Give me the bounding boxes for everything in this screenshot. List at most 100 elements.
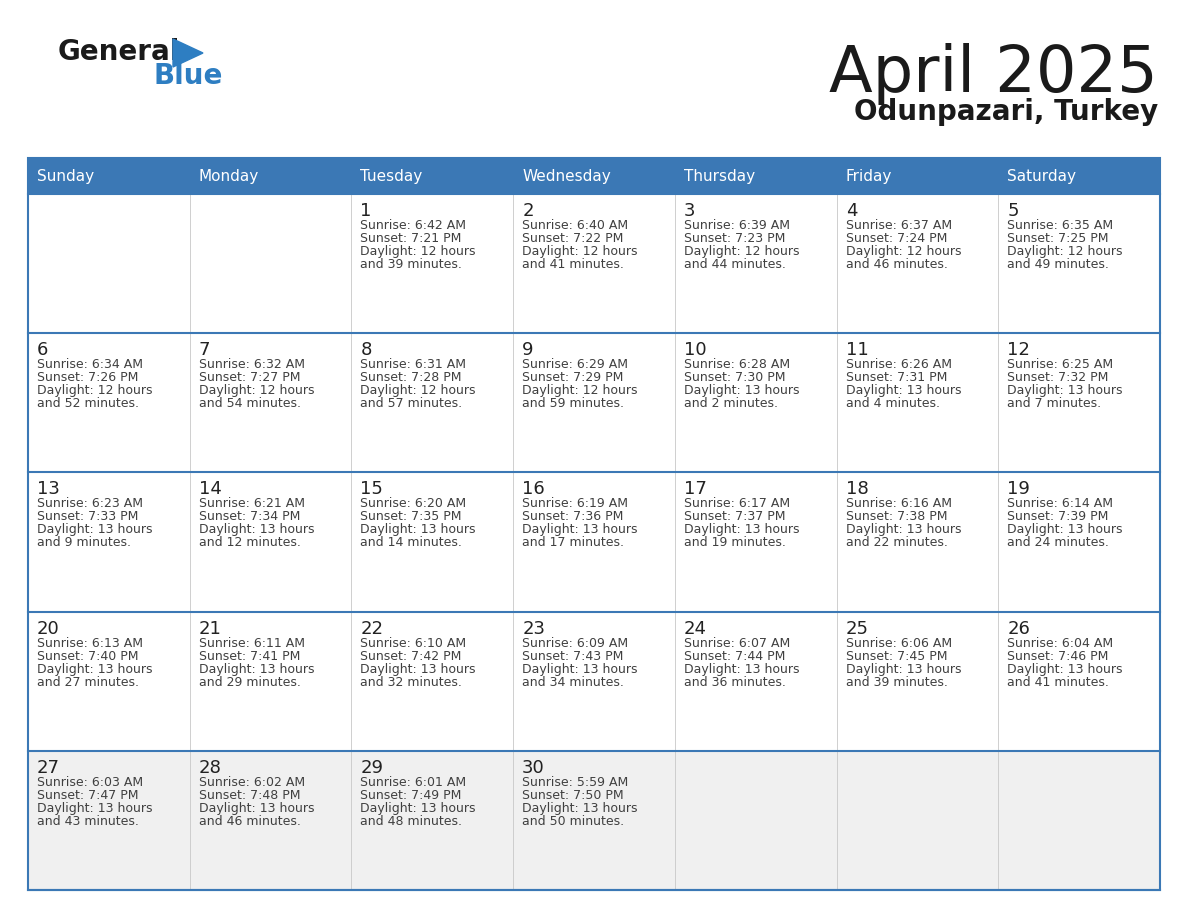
Bar xyxy=(836,473,998,611)
Text: Daylight: 13 hours: Daylight: 13 hours xyxy=(198,663,314,676)
Text: Friday: Friday xyxy=(846,169,892,184)
Text: and 54 minutes.: and 54 minutes. xyxy=(198,397,301,410)
Text: and 39 minutes.: and 39 minutes. xyxy=(846,676,948,688)
Bar xyxy=(29,194,190,333)
Bar xyxy=(998,473,1159,611)
Text: 7: 7 xyxy=(198,341,210,359)
Text: Sunset: 7:41 PM: Sunset: 7:41 PM xyxy=(198,650,301,663)
Text: and 12 minutes.: and 12 minutes. xyxy=(198,536,301,549)
Text: and 41 minutes.: and 41 minutes. xyxy=(1007,676,1110,688)
Text: Sunrise: 6:01 AM: Sunrise: 6:01 AM xyxy=(360,776,467,789)
Bar xyxy=(190,158,352,194)
Text: Sunrise: 6:40 AM: Sunrise: 6:40 AM xyxy=(523,219,628,232)
Text: and 52 minutes.: and 52 minutes. xyxy=(37,397,139,410)
Text: Sunset: 7:46 PM: Sunset: 7:46 PM xyxy=(1007,650,1108,663)
Text: Daylight: 12 hours: Daylight: 12 hours xyxy=(198,385,314,397)
Text: Daylight: 12 hours: Daylight: 12 hours xyxy=(360,385,476,397)
Text: and 46 minutes.: and 46 minutes. xyxy=(198,815,301,828)
Text: Daylight: 13 hours: Daylight: 13 hours xyxy=(684,385,800,397)
Text: General: General xyxy=(58,38,181,66)
Text: Daylight: 13 hours: Daylight: 13 hours xyxy=(684,523,800,536)
Text: Thursday: Thursday xyxy=(684,169,756,184)
Text: 22: 22 xyxy=(360,620,384,638)
Text: Sunrise: 6:28 AM: Sunrise: 6:28 AM xyxy=(684,358,790,371)
Text: Sunrise: 6:21 AM: Sunrise: 6:21 AM xyxy=(198,498,304,510)
Bar xyxy=(998,194,1159,333)
Bar xyxy=(190,473,352,611)
Text: 4: 4 xyxy=(846,202,857,220)
Text: Sunset: 7:47 PM: Sunset: 7:47 PM xyxy=(37,789,139,801)
Bar xyxy=(998,333,1159,473)
Text: 10: 10 xyxy=(684,341,707,359)
Text: 28: 28 xyxy=(198,759,222,777)
Text: 13: 13 xyxy=(37,480,59,498)
Text: Sunset: 7:40 PM: Sunset: 7:40 PM xyxy=(37,650,139,663)
Bar xyxy=(190,333,352,473)
Text: and 9 minutes.: and 9 minutes. xyxy=(37,536,131,549)
Text: Daylight: 13 hours: Daylight: 13 hours xyxy=(846,385,961,397)
Text: Sunrise: 6:35 AM: Sunrise: 6:35 AM xyxy=(1007,219,1113,232)
Bar xyxy=(352,333,513,473)
Text: Daylight: 13 hours: Daylight: 13 hours xyxy=(846,663,961,676)
Text: Sunset: 7:32 PM: Sunset: 7:32 PM xyxy=(1007,371,1108,385)
Text: and 14 minutes.: and 14 minutes. xyxy=(360,536,462,549)
Text: and 29 minutes.: and 29 minutes. xyxy=(198,676,301,688)
Text: Sunrise: 6:39 AM: Sunrise: 6:39 AM xyxy=(684,219,790,232)
Text: Daylight: 12 hours: Daylight: 12 hours xyxy=(523,385,638,397)
Text: 3: 3 xyxy=(684,202,695,220)
Text: Sunset: 7:26 PM: Sunset: 7:26 PM xyxy=(37,371,138,385)
Bar xyxy=(998,611,1159,751)
Text: 27: 27 xyxy=(37,759,61,777)
Text: 25: 25 xyxy=(846,620,868,638)
Text: Sunrise: 6:06 AM: Sunrise: 6:06 AM xyxy=(846,636,952,650)
Text: Daylight: 13 hours: Daylight: 13 hours xyxy=(684,663,800,676)
Bar xyxy=(352,158,513,194)
Text: April 2025: April 2025 xyxy=(829,43,1158,105)
Text: 9: 9 xyxy=(523,341,533,359)
Text: Sunrise: 5:59 AM: Sunrise: 5:59 AM xyxy=(523,776,628,789)
Text: Sunset: 7:34 PM: Sunset: 7:34 PM xyxy=(198,510,301,523)
Text: Daylight: 13 hours: Daylight: 13 hours xyxy=(1007,663,1123,676)
Bar xyxy=(675,751,836,890)
Polygon shape xyxy=(173,39,203,67)
Text: and 22 minutes.: and 22 minutes. xyxy=(846,536,948,549)
Text: 1: 1 xyxy=(360,202,372,220)
Text: Sunrise: 6:04 AM: Sunrise: 6:04 AM xyxy=(1007,636,1113,650)
Bar xyxy=(513,751,675,890)
Text: Sunrise: 6:02 AM: Sunrise: 6:02 AM xyxy=(198,776,305,789)
Text: 12: 12 xyxy=(1007,341,1030,359)
Text: Blue: Blue xyxy=(153,62,222,90)
Text: Sunrise: 6:16 AM: Sunrise: 6:16 AM xyxy=(846,498,952,510)
Text: and 59 minutes.: and 59 minutes. xyxy=(523,397,624,410)
Text: Daylight: 12 hours: Daylight: 12 hours xyxy=(360,245,476,258)
Text: Sunrise: 6:10 AM: Sunrise: 6:10 AM xyxy=(360,636,467,650)
Text: Sunrise: 6:37 AM: Sunrise: 6:37 AM xyxy=(846,219,952,232)
Text: Sunrise: 6:31 AM: Sunrise: 6:31 AM xyxy=(360,358,467,371)
Bar xyxy=(352,194,513,333)
Text: Odunpazari, Turkey: Odunpazari, Turkey xyxy=(854,98,1158,126)
Text: Sunset: 7:31 PM: Sunset: 7:31 PM xyxy=(846,371,947,385)
Bar xyxy=(29,751,190,890)
Text: Wednesday: Wednesday xyxy=(523,169,611,184)
Bar xyxy=(513,333,675,473)
Text: Sunset: 7:49 PM: Sunset: 7:49 PM xyxy=(360,789,462,801)
Text: and 24 minutes.: and 24 minutes. xyxy=(1007,536,1110,549)
Text: 2: 2 xyxy=(523,202,533,220)
Text: and 50 minutes.: and 50 minutes. xyxy=(523,815,624,828)
Text: Sunset: 7:38 PM: Sunset: 7:38 PM xyxy=(846,510,947,523)
Bar xyxy=(675,333,836,473)
Text: Sunrise: 6:07 AM: Sunrise: 6:07 AM xyxy=(684,636,790,650)
Text: 29: 29 xyxy=(360,759,384,777)
Text: Daylight: 13 hours: Daylight: 13 hours xyxy=(198,801,314,815)
Text: 21: 21 xyxy=(198,620,222,638)
Text: 8: 8 xyxy=(360,341,372,359)
Text: Sunset: 7:50 PM: Sunset: 7:50 PM xyxy=(523,789,624,801)
Bar xyxy=(675,194,836,333)
Text: Sunrise: 6:11 AM: Sunrise: 6:11 AM xyxy=(198,636,304,650)
Text: Sunrise: 6:26 AM: Sunrise: 6:26 AM xyxy=(846,358,952,371)
Text: and 44 minutes.: and 44 minutes. xyxy=(684,258,785,271)
Bar xyxy=(675,158,836,194)
Text: Monday: Monday xyxy=(198,169,259,184)
Text: Sunset: 7:29 PM: Sunset: 7:29 PM xyxy=(523,371,624,385)
Text: Daylight: 13 hours: Daylight: 13 hours xyxy=(360,801,476,815)
